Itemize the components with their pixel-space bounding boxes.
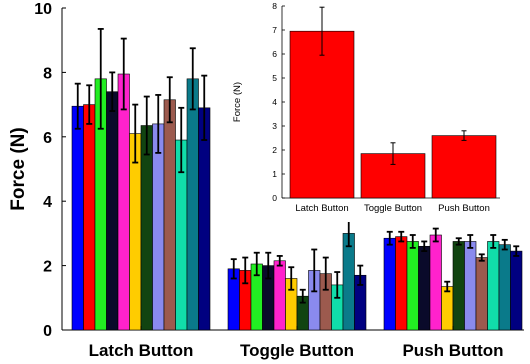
inset-y-tick-label: 6 — [272, 49, 277, 59]
bar — [498, 244, 511, 331]
inset-y-axis-label: Force (N) — [232, 82, 243, 122]
bar-group-push-button — [383, 227, 523, 331]
bar — [441, 286, 454, 331]
bar — [117, 73, 130, 331]
bar — [395, 236, 408, 331]
bar — [418, 245, 431, 331]
inset-x-tick-label: Latch Button — [295, 203, 348, 214]
inset-bar — [289, 30, 355, 199]
bar — [83, 104, 96, 331]
y-axis-label: Force (N) — [8, 127, 29, 210]
bar — [152, 123, 165, 331]
bar — [487, 241, 500, 331]
bar — [71, 105, 84, 331]
inset-y-tick-label: 3 — [272, 121, 277, 131]
x-tick-label: Latch Button — [89, 341, 194, 360]
bar — [186, 78, 199, 331]
bar — [464, 241, 477, 331]
inset-y-tick-label: 2 — [272, 145, 277, 155]
inset-y-tick-label: 4 — [272, 97, 277, 107]
bar-group-latch-button — [71, 28, 211, 331]
inset-y-tick-label: 1 — [272, 169, 277, 179]
bar — [429, 234, 442, 331]
bar — [198, 107, 211, 331]
inset-x-tick-label: Toggle Button — [364, 203, 422, 214]
bar-group-toggle-button — [227, 219, 367, 331]
bar — [342, 233, 355, 331]
bar — [140, 125, 153, 331]
inset-y-tick-label: 7 — [272, 25, 277, 35]
bar — [106, 91, 119, 331]
inset-y-tick-label: 8 — [272, 1, 277, 11]
bar — [163, 99, 176, 331]
x-tick-label: Toggle Button — [240, 341, 354, 360]
bar — [383, 237, 396, 331]
bar — [475, 257, 488, 331]
y-tick-label: 4 — [43, 194, 52, 211]
bar — [510, 250, 523, 331]
x-tick-label: Push Button — [402, 341, 503, 360]
y-tick-label: 0 — [43, 323, 52, 340]
y-tick-label: 2 — [43, 259, 52, 276]
bar — [452, 241, 465, 331]
y-tick-label: 8 — [43, 65, 52, 82]
y-tick-label: 6 — [43, 130, 52, 147]
bar — [406, 241, 419, 331]
inset-y-tick-label: 0 — [272, 193, 277, 203]
bar — [273, 260, 286, 331]
inset-bar — [431, 135, 497, 199]
inset-bar-chart: 0 1 2 3 4 5 6 7 8 Force (N) Latch Button Toggle But… — [222, 0, 526, 222]
inset-y-tick-label: 5 — [272, 73, 277, 83]
y-tick-label: 10 — [34, 1, 52, 18]
inset-x-tick-label: Push Button — [438, 203, 490, 214]
